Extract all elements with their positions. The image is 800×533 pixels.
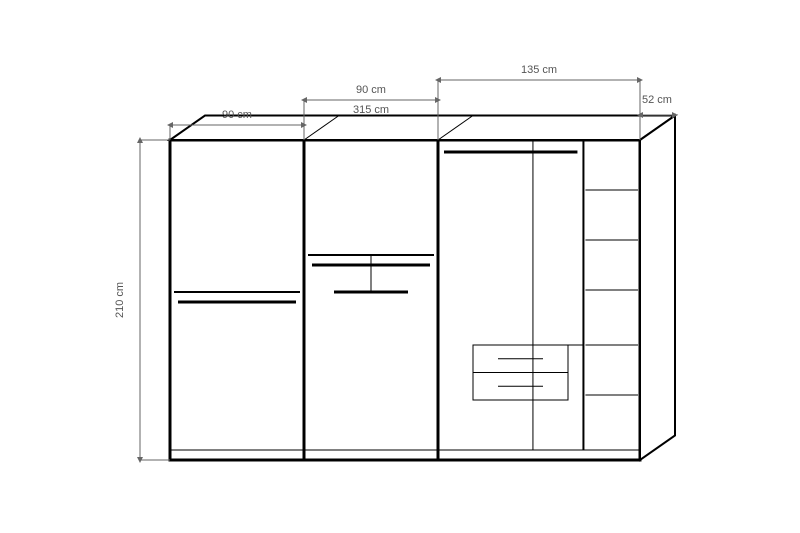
dim-label: 90 cm xyxy=(222,109,252,121)
dim-label: 210 cm xyxy=(114,282,126,318)
cabinet-group xyxy=(170,116,675,461)
cabinet-front xyxy=(170,140,640,460)
dim-label: 52 cm xyxy=(642,94,672,106)
dim-label: 135 cm xyxy=(521,64,557,76)
wardrobe-diagram: 210 cm 90 cm 90 cm 135 cm 315 cm 52 cm xyxy=(0,0,800,533)
dim-label: 90 cm xyxy=(356,84,386,96)
cabinet-side xyxy=(640,116,675,461)
dim-label-total: 315 cm xyxy=(353,104,389,116)
